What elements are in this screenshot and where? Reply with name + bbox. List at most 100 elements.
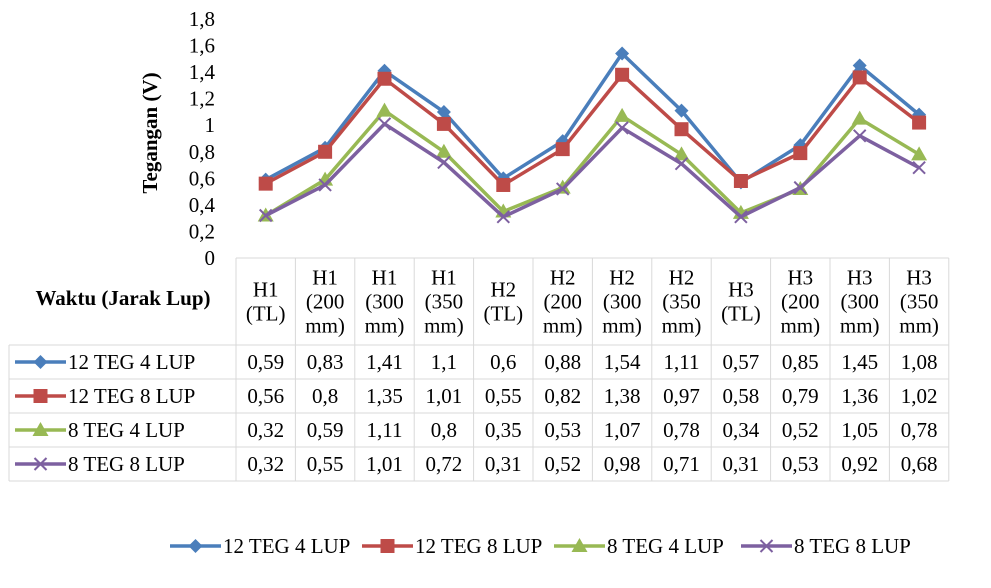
category-label-line: (300 [603, 290, 642, 314]
category-label: H3(TL) [721, 278, 761, 326]
data-value: 0,83 [307, 350, 344, 374]
data-table-rows: 12 TEG 4 LUP 0,59 0,83 1,41 1,1 0,6 0,88 1,54 1,… [15, 350, 937, 476]
diamond-marker [852, 58, 867, 73]
square-marker [852, 70, 867, 85]
category-label-line: H1 [431, 266, 457, 290]
category-label-line: mm) [899, 314, 939, 338]
category-label-line: H2 [550, 266, 576, 290]
category-label-line: H1 [372, 266, 398, 290]
square-marker [615, 67, 630, 82]
x-marker [734, 210, 748, 224]
data-value: 1,08 [901, 350, 938, 374]
y-tick-label: 0,8 [189, 140, 215, 164]
series [258, 117, 926, 224]
x-marker [258, 208, 273, 223]
category-label-line: H2 [609, 266, 635, 290]
series-lines [257, 46, 928, 224]
data-value: 1,07 [604, 418, 641, 442]
data-value: 0,35 [485, 418, 522, 442]
category-label-line: H2 [669, 266, 695, 290]
data-value: 0,82 [544, 384, 581, 408]
data-value: 0,92 [841, 452, 878, 476]
triangle-marker [851, 110, 868, 125]
data-value: 0,6 [490, 350, 516, 374]
series-name: 8 TEG 4 LUP [68, 418, 185, 442]
y-tick-label: 0,4 [189, 193, 216, 217]
data-value: 0,31 [723, 452, 760, 476]
category-label-line: mm) [305, 314, 345, 338]
series-name: 8 TEG 8 LUP [68, 452, 185, 476]
data-value: 0,53 [544, 418, 581, 442]
y-axis-title: Tegangan (V) [138, 72, 162, 193]
x-marker [555, 182, 570, 196]
legend-label: 12 TEG 8 LUP [415, 534, 542, 558]
square-marker [733, 173, 748, 188]
data-value: 0,52 [782, 418, 819, 442]
x-marker [793, 180, 808, 195]
category-label-line: mm) [543, 314, 583, 338]
table-row: 8 TEG 8 LUP 0,32 0,55 1,01 0,72 0,31 0,52 0,98 0… [15, 452, 937, 476]
legend: 12 TEG 4 LUP 12 TEG 8 LUP 8 TEG 4 LUP 8 TEG… [170, 534, 911, 558]
data-value: 0,88 [544, 350, 581, 374]
data-value: 0,79 [782, 384, 819, 408]
category-label-line: mm) [365, 314, 405, 338]
triangle-marker [614, 107, 631, 122]
diamond-marker [436, 104, 451, 119]
square-marker [436, 116, 451, 131]
data-value: 0,31 [485, 452, 522, 476]
legend-item: 12 TEG 4 LUP [170, 534, 350, 558]
legend-label: 12 TEG 4 LUP [223, 534, 350, 558]
y-tick-label: 1,4 [189, 60, 216, 84]
data-value: 1,54 [604, 350, 641, 374]
legend-label: 8 TEG 4 LUP [607, 534, 724, 558]
category-label-line: H1 [312, 266, 338, 290]
data-value: 0,72 [426, 452, 463, 476]
category-label-line: mm) [662, 314, 702, 338]
data-value: 1,11 [367, 418, 403, 442]
data-value: 0,8 [312, 384, 338, 408]
diamond-marker [615, 46, 630, 61]
data-value: 0,34 [723, 418, 760, 442]
data-value: 1,02 [901, 384, 938, 408]
category-label-line: (TL) [483, 302, 523, 326]
data-value: 0,8 [431, 418, 457, 442]
category-label-line: H3 [787, 266, 813, 290]
x-axis-title: Waktu (Jarak Lup) [35, 286, 210, 310]
data-value: 0,98 [604, 452, 641, 476]
category-label: H1(TL) [246, 278, 286, 326]
y-tick-label: 1 [205, 113, 216, 137]
legend-item: 8 TEG 8 LUP [741, 534, 911, 558]
category-label-line: (200 [306, 290, 345, 314]
square-marker [377, 71, 392, 86]
data-value: 0,55 [307, 452, 344, 476]
category-label-line: (TL) [721, 302, 761, 326]
category-label-line: (300 [365, 290, 404, 314]
square-marker [496, 177, 511, 192]
series-name: 12 TEG 4 LUP [68, 350, 195, 374]
data-value: 0,52 [544, 452, 581, 476]
square-marker [318, 144, 333, 159]
legend-label: 8 TEG 8 LUP [794, 534, 911, 558]
data-value: 1,01 [426, 384, 463, 408]
x-marker [496, 210, 511, 224]
triangle-marker [32, 422, 49, 436]
y-axis-ticks: 0 0,20,4 0,60,8 11,2 1,41,6 1,8 [189, 7, 216, 270]
category-label-line: (200 [781, 290, 820, 314]
category-label-line: mm) [840, 314, 880, 338]
category-label-line: (200 [543, 290, 582, 314]
series-name: 12 TEG 8 LUP [68, 384, 195, 408]
data-value: 0,59 [307, 418, 344, 442]
table-row: 12 TEG 8 LUP 0,56 0,8 1,35 1,01 0,55 0,82 1,38 0… [15, 384, 937, 408]
data-value: 0,53 [782, 452, 819, 476]
square-marker [674, 122, 689, 137]
data-value: 1,36 [841, 384, 878, 408]
square-marker [33, 389, 48, 403]
y-tick-label: 0 [205, 246, 216, 270]
data-value: 1,45 [841, 350, 878, 374]
y-tick-label: 1,2 [189, 87, 215, 111]
table-row: 8 TEG 4 LUP 0,32 0,59 1,11 0,8 0,35 0,53 1,07 0,… [15, 418, 937, 442]
